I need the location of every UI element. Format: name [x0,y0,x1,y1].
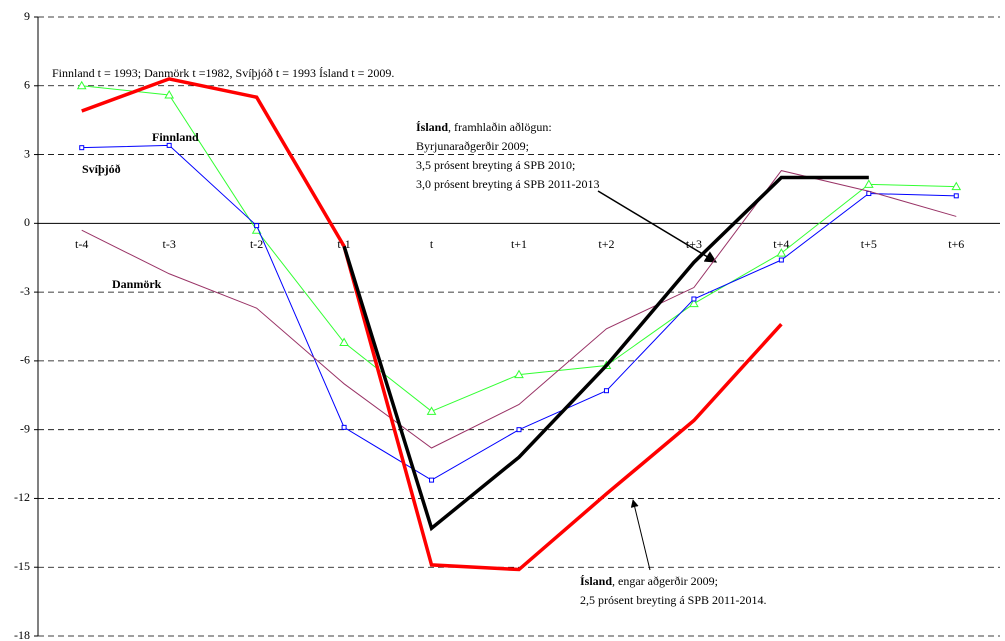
y-tick-label: -9 [20,421,30,435]
x-tick-label: t+1 [511,237,527,251]
annotation-line: , engar aðgerðir 2009; [612,574,718,588]
series-line [342,175,869,532]
annotation-line: 3,5 prósent breyting á SPB 2010; [416,158,575,172]
marker [166,142,172,148]
marker [429,477,435,483]
annotation: 2,5 prósent breyting á SPB 2011-2014. [580,593,767,607]
arrow [597,190,718,263]
series-label: Danmörk [112,277,162,291]
x-tick-label: t+2 [598,237,614,251]
y-tick-label: -12 [14,490,30,504]
marker [426,406,437,415]
x-tick-label: t-4 [75,237,88,251]
annotation-bold: Ísland [416,120,448,134]
marker [778,257,784,263]
x-tick-label: t+6 [948,237,964,251]
series-label: Svíþjóð [82,162,121,176]
marker [254,223,260,229]
annotation-line: , framhlaðin aðlögun: [448,120,552,134]
y-tick-label: -3 [20,284,30,298]
annotation-line: Byrjunaraðgerðir 2009; [416,139,529,153]
y-tick-label: 9 [24,9,30,23]
series-line [81,170,957,449]
marker [691,296,697,302]
x-tick-label: t+3 [686,237,702,251]
marker [79,145,85,151]
annotation: Ísland, engar aðgerðir 2009; [580,574,718,588]
marker [951,181,962,191]
y-tick-label: 3 [24,146,30,160]
annotation-line: 3,0 prósent breyting á SPB 2011-2013 [416,177,600,191]
x-tick-label: t+4 [773,237,789,251]
y-tick-label: -15 [14,559,30,573]
marker [689,298,699,308]
y-tick-label: -6 [20,353,30,367]
arrow [630,499,651,571]
marker [514,369,524,379]
marker [339,337,349,347]
marker [776,248,787,257]
x-tick-label: t [430,237,434,251]
series-line [81,77,783,572]
annotation: Ísland, framhlaðin aðlögun: [416,120,552,134]
annotation: Byrjunaraðgerðir 2009; [416,139,529,153]
x-tick-label: t-2 [250,237,263,251]
marker [953,193,959,199]
x-tick-label: t+5 [861,237,877,251]
marker [516,427,522,433]
annotation: 3,5 prósent breyting á SPB 2010; [416,158,575,172]
annotation-line: 2,5 prósent breyting á SPB 2011-2014. [580,593,767,607]
marker [603,388,609,394]
marker [76,80,87,90]
marker [164,89,175,99]
y-tick-label: 0 [24,215,30,229]
y-tick-label: -18 [14,628,30,641]
y-tick-label: 6 [24,78,30,92]
marker [863,179,874,188]
annotation: 3,0 prósent breyting á SPB 2011-2013 [416,177,600,191]
x-tick-label: t-3 [163,237,176,251]
note: Finnland t = 1993; Danmörk t =1982, Svíþ… [52,66,394,80]
annotation-bold: Ísland [580,574,612,588]
marker [341,424,347,430]
series-label: Finnland [152,130,199,144]
